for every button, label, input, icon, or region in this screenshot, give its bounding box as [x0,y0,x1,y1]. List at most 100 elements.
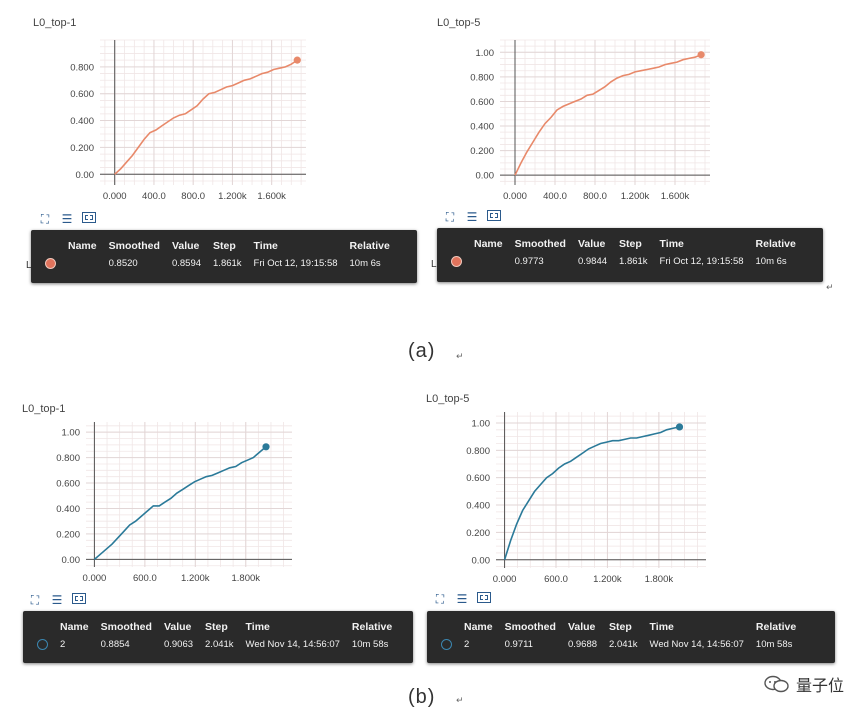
x-tick-label: 0.000 [493,574,517,585]
y-tick-label: 0.800 [70,62,94,73]
fit-domain-icon[interactable] [487,210,501,221]
chart-title: L0_top-1 [33,17,77,29]
tooltip-value: 0.9063 [163,639,194,650]
tooltip-smoothed: 0.8854 [100,639,130,650]
x-tick-label: 1.600k [257,191,286,202]
x-tick-label: 1.200k [218,191,247,202]
tooltip-step: 1.861k [619,256,648,267]
y-tick-label: 0.400 [470,122,494,133]
data-list-icon[interactable]: ☰ [456,591,468,606]
series-line [114,59,298,175]
x-tick-label: 400.0 [142,191,166,202]
data-tooltip: Name Smoothed Value Step Time Relative 0.8520 0… [31,230,417,283]
y-tick-label: 0.400 [466,501,490,512]
tooltip-row: 2 0.8854 0.9063 2.041k Wed Nov 14, 14:56:07 1… [31,636,398,652]
tooltip-header: Name [68,240,97,252]
chart-title: L0_top-5 [437,17,481,29]
x-tick-label: 1.200k [593,574,622,585]
return-mark: ↵ [456,695,464,705]
y-tick-label: 0.400 [56,504,80,515]
data-tooltip: Name Smoothed Value Step Time Relative 2 0.9711… [427,611,835,663]
tooltip-header: Smoothed [108,240,160,252]
chart-title: L0_top-5 [426,393,470,405]
chart-toolbar: ⛶ ☰ [38,212,96,225]
tooltip-name: 2 [464,639,470,650]
tooltip-header: Time [649,621,674,633]
y-tick-label: 1.00 [476,48,495,59]
tooltip-name: 2 [60,639,66,650]
fit-domain-icon[interactable] [72,593,86,604]
expand-icon[interactable]: ⛶ [30,592,40,607]
tooltip-table: Name Smoothed Value Step Time Relative 0.8520 0… [39,238,396,271]
tooltip-header: Smoothed [504,621,556,633]
tooltip-header: Value [567,621,596,633]
tooltip-header-swatch [435,619,458,636]
tooltip-step: 2.041k [609,639,638,650]
expand-icon[interactable]: ⛶ [40,211,50,226]
tooltip-row: 0.9773 0.9844 1.861k Fri Oct 12, 19:15:58 10… [445,253,802,269]
data-point-highlight[interactable] [262,443,270,451]
x-tick-label: 1.800k [645,574,674,585]
tooltip-header: Name [474,238,503,250]
expand-icon[interactable]: ⛶ [445,209,455,224]
data-point-highlight[interactable] [675,423,684,431]
tooltip-smoothed: 0.9773 [514,256,544,267]
y-tick-label: 0.200 [466,528,490,539]
tooltip-header: Relative [755,621,797,633]
chart-toolbar: ⛶ ☰ [28,593,86,606]
expand-icon[interactable]: ⛶ [435,591,445,606]
tooltip-header: Relative [755,238,796,250]
data-list-icon[interactable]: ☰ [61,211,73,226]
tooltip-header: Value [171,240,200,252]
tooltip-value: 0.9688 [567,639,598,650]
data-list-icon[interactable]: ☰ [51,592,63,607]
y-tick-label: 0.400 [70,116,94,127]
y-tick-label: 0.200 [470,146,494,157]
line-chart: 0.000 400.0 800.0 1.200k 1.600k 0.00 0.200 0.40… [470,39,710,202]
y-tick-label: 0.600 [70,89,94,100]
tooltip-value: 0.8594 [171,258,202,269]
y-tick-label: 0.600 [56,479,80,490]
fit-domain-icon[interactable] [82,212,96,223]
tooltip-header: Step [619,238,642,250]
x-tick-label: 600.0 [133,573,157,584]
series-line [514,53,702,176]
wechat-icon [764,675,789,693]
y-tick-label: 1.00 [62,428,81,439]
data-point-highlight[interactable] [293,56,301,64]
tooltip-header: Step [213,240,236,252]
x-tick-label: 1.800k [231,573,260,584]
data-point-highlight[interactable] [697,51,705,59]
tooltip-header: Relative [351,621,393,633]
tooltip-time: Fri Oct 12, 19:15:58 [253,258,338,269]
data-list-icon[interactable]: ☰ [466,209,478,224]
grid-minor [496,412,706,568]
grid-minor [100,39,306,185]
tooltip-header-swatch [31,619,54,636]
tooltip-step: 1.861k [213,258,242,269]
y-tick-label: 0.00 [476,171,495,182]
tooltip-step: 2.041k [205,639,234,650]
return-mark: ↵ [826,282,834,292]
y-tick-label: 0.800 [56,453,80,464]
tooltip-header: Step [205,621,228,633]
x-tick-label: 400.0 [543,191,567,202]
data-tooltip: Name Smoothed Value Step Time Relative 2 0.8854… [23,611,413,663]
tooltip-header: Time [245,621,270,633]
y-tick-label: 0.600 [470,97,494,108]
tooltip-header: Time [253,240,278,252]
x-tick-label: 600.0 [544,574,568,585]
tooltip-header: Value [577,238,606,250]
caption-b: (b) [408,686,436,708]
fit-domain-icon[interactable] [477,592,491,603]
series-color-dot [441,639,452,650]
y-tick-label: 0.200 [56,529,80,540]
x-tick-label: 800.0 [181,191,205,202]
chart-title: L0_top-1 [22,403,66,415]
tooltip-smoothed: 0.8520 [108,258,138,269]
x-tick-label: 0.000 [103,191,127,202]
series-color-dot [37,639,48,650]
chart-toolbar: ⛶ ☰ [433,592,491,605]
hidden-legend-char: L [26,260,32,271]
hidden-legend-char: L [431,259,437,270]
